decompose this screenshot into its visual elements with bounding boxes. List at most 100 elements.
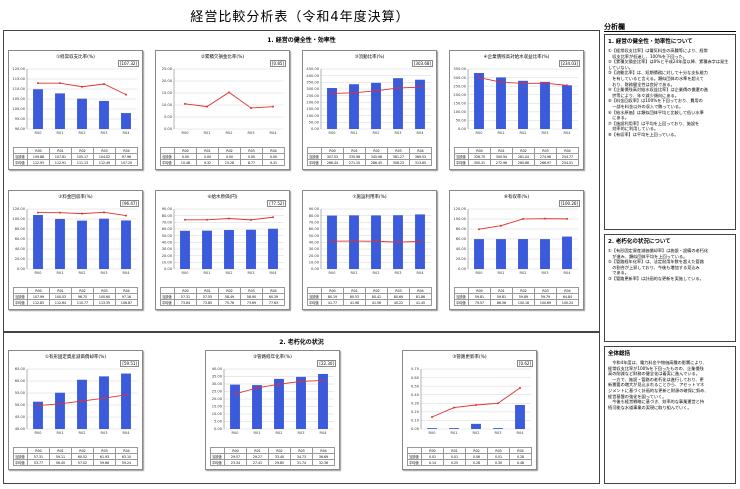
chart-benchmark-badge: [234.03]	[558, 60, 580, 67]
x-tick-label: R01	[498, 131, 505, 135]
y-tick-label: 400.00	[306, 74, 319, 78]
point-average	[103, 211, 105, 214]
section-health-title: 1. 経営の健全性・効率性	[267, 37, 336, 44]
y-tick-label: 80.00	[162, 214, 173, 218]
y-tick-label: 30.00	[309, 247, 320, 251]
x-tick-label: R02	[373, 271, 380, 275]
x-tick-label: R03	[101, 271, 108, 275]
point-average	[234, 392, 236, 395]
y-tick-label: 60.00	[15, 237, 26, 241]
y-tick-label: 300.00	[453, 76, 466, 80]
y-tick-label: 10.00	[162, 261, 173, 265]
chart-data-table: R00 R01 R02 R03 R04 当該値 0.01 0.01 0.06 0.01 0.28 平均…	[407, 447, 532, 466]
y-tick-label: 20.00	[162, 79, 173, 83]
page-title: 経営比較分析表（令和4年度決算）	[190, 10, 410, 25]
y-tick-label: 0.20	[411, 410, 420, 414]
y-tick-label: 80.00	[15, 227, 26, 231]
y-tick-label: 60.00	[309, 227, 320, 231]
y-tick-label: 100.00	[453, 217, 466, 221]
analysis-aging-title: 2. 老朽化の状況について	[608, 239, 671, 245]
bar-current	[230, 384, 240, 429]
point-average	[228, 217, 230, 220]
point-average	[375, 240, 377, 243]
point-average	[544, 82, 546, 85]
x-tick-label: R02	[79, 131, 86, 135]
y-tick-label: 150.00	[453, 101, 466, 105]
point-average	[59, 82, 61, 85]
bar-current	[180, 230, 190, 269]
y-tick-label: 100.00	[12, 107, 25, 111]
y-tick-label: 15.00	[212, 405, 223, 409]
x-tick-label: R00	[476, 131, 483, 135]
chart-plot: 0.00 50.00 100.00 150.00 200.00 250.00 300.00 3…	[306, 67, 431, 135]
chart-plot: 90.00 95.00 100.00 105.00 110.00 115.00 120.00…	[12, 67, 137, 135]
x-tick-label: R04	[564, 131, 572, 135]
x-tick-label: R00	[35, 131, 42, 135]
bar-current	[415, 79, 425, 129]
x-tick-label: R03	[542, 271, 549, 275]
point-average	[250, 106, 252, 109]
bar-current	[33, 215, 43, 269]
x-tick-label: R00	[35, 271, 42, 275]
chart-plot: 0.00 5.00 10.00 15.00 20.00 25.00 R00 R01 R02 R03…	[162, 67, 284, 135]
section-aging-title: 2. 老朽化の状況	[279, 339, 324, 346]
y-tick-label: 35.00	[212, 375, 223, 379]
x-tick-label: R00	[476, 271, 483, 275]
point-average	[453, 406, 455, 409]
chart-c2: ②累積欠損金比率(%) [0.85] 0.00 5.00 10.00 15.00 20.00…	[155, 50, 290, 170]
y-tick-label: 105.00	[12, 97, 25, 101]
chart-plot: 0.00 5.00 10.00 15.00 20.00 25.00 30.00 35.00 40…	[212, 367, 334, 435]
y-tick-label: 65.00	[15, 367, 26, 371]
y-tick-label: 20.00	[15, 257, 26, 261]
chart-data-table: R00 R01 R02 R03 R04 当該値 109.88 107.81 105.17 104.…	[13, 147, 138, 166]
bar-current	[202, 230, 212, 269]
point-average	[475, 404, 477, 406]
y-tick-label: 120.00	[453, 207, 466, 211]
point-average	[250, 218, 252, 221]
y-tick-label: 300.00	[306, 87, 319, 91]
y-tick-label: 100.00	[453, 110, 466, 114]
x-tick-label: R04	[123, 271, 131, 275]
y-tick-label: 0.50	[411, 384, 420, 388]
point-average	[353, 240, 355, 243]
chart-c5: ⑤料金回収率(%) [96.47] 0.00 20.00 40.00 60.00 80.00…	[8, 190, 143, 310]
point-average	[431, 416, 433, 418]
y-tick-label: 60.00	[15, 379, 26, 383]
x-tick-label: R04	[320, 431, 328, 435]
chart-title: ①有形固定資産減価償却率(%)	[44, 355, 107, 360]
chart-title: ③管路更新率(%)	[452, 355, 487, 360]
chart-title: ⑥給水原価(円)	[207, 195, 238, 200]
point-average	[103, 397, 105, 400]
point-average	[519, 386, 521, 389]
x-tick-label: R04	[564, 271, 572, 275]
y-tick-label: 80.00	[456, 227, 467, 231]
bar-current	[99, 100, 109, 129]
chart-data-table: R00 R01 R02 R03 R04 当該値 59.81 59.81 59.89 59.79 64…	[454, 287, 579, 306]
y-tick-label: 95.00	[15, 117, 26, 121]
x-tick-label: R00	[35, 431, 42, 435]
chart-title: ⑦施設利用率(%)	[352, 195, 387, 200]
y-tick-label: 0.00	[164, 267, 173, 271]
bar-current	[33, 401, 43, 429]
y-tick-label: 30.00	[162, 247, 173, 251]
y-tick-label: 20.00	[456, 257, 467, 261]
analysis-aging-text: ①【有形固定資産減価償却率】は施設・設備の老朽化 が進み、類似団体平均を上回って…	[608, 248, 709, 281]
bar-current	[518, 239, 528, 269]
bar-current	[55, 392, 65, 429]
line-average	[431, 387, 521, 418]
point-average	[256, 386, 258, 389]
bar-current	[474, 72, 484, 129]
chart-data-table: R00 R01 R02 R03 R04 当該値 107.99 100.03 96.75 100.6…	[13, 287, 138, 306]
chart-plot: 0.00 0.10 0.20 0.30 0.40 0.50 0.60 0.70 R00 R01 R0…	[411, 367, 531, 435]
chart-title: ③流動比率(%)	[354, 55, 385, 60]
x-tick-label: R03	[298, 431, 305, 435]
point-average	[397, 241, 399, 244]
bar-current	[562, 85, 572, 129]
bar-current	[99, 218, 109, 269]
point-average	[125, 393, 127, 396]
y-tick-label: 25.00	[162, 67, 173, 71]
chart-data-table: R00 R01 R02 R03 R04 当該値 57.31 57.55 58.49 58.90 60…	[160, 287, 285, 306]
y-tick-label: 90.00	[162, 207, 173, 211]
x-tick-label: R04	[417, 131, 425, 135]
point-average	[278, 383, 280, 386]
